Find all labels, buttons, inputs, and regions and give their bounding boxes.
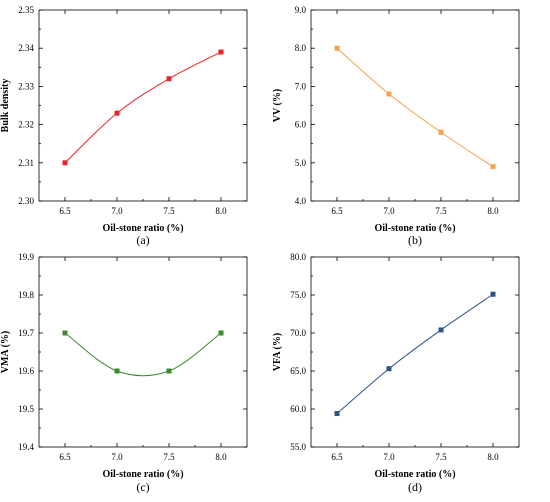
data-point: [438, 129, 444, 135]
x-tick-label: 7.5: [435, 206, 447, 216]
x-tick-label: 8.0: [487, 206, 499, 216]
y-axis-label: Bulk density: [0, 79, 11, 133]
plot-frame: [38, 256, 248, 448]
y-tick-label: 4.0: [295, 196, 307, 206]
y-tick-label: 65.0: [290, 366, 306, 376]
chart-panel-3: 19.4 19.5 19.6 19.7 19.8 19.9 6.5 7.0 7.5 8.0 Oil-…: [0, 252, 248, 494]
y-tick-label: 6.0: [295, 120, 307, 130]
data-point: [218, 49, 224, 55]
x-tick-label: 6.5: [331, 452, 343, 462]
y-tick-label: 75.0: [290, 290, 306, 300]
y-tick-label: 55.0: [290, 442, 306, 452]
data-point: [218, 330, 224, 336]
y-tick-label: 19.4: [18, 442, 34, 452]
x-tick-label: 7.5: [163, 206, 175, 216]
x-tick-label: 6.5: [331, 206, 343, 216]
x-tick-label: 8.0: [487, 452, 499, 462]
x-axis-label: Oil-stone ratio (%): [102, 223, 183, 234]
data-point: [334, 411, 340, 417]
x-axis-label: Oil-stone ratio (%): [374, 469, 455, 480]
data-point: [438, 327, 444, 333]
data-point: [62, 330, 68, 336]
x-tick-label: 7.0: [111, 452, 123, 462]
y-tick-label: 2.35: [18, 5, 34, 15]
y-tick-label: 60.0: [290, 404, 306, 414]
data-point: [490, 291, 496, 297]
y-tick-label: 19.5: [18, 404, 34, 414]
data-point: [386, 91, 392, 97]
y-tick-label: 19.7: [18, 328, 34, 338]
y-tick-label: 70.0: [290, 328, 306, 338]
data-point: [334, 45, 340, 51]
panel-label: (c): [136, 480, 149, 494]
data-point: [490, 164, 496, 170]
panel-label: (a): [136, 233, 149, 247]
data-point: [114, 110, 120, 116]
data-point: [386, 366, 392, 372]
x-axis-label: Oil-stone ratio (%): [374, 223, 455, 234]
data-point: [62, 160, 68, 166]
x-tick-label: 6.5: [59, 206, 71, 216]
plot-frame: [310, 9, 520, 202]
chart-panel-4: 55.0 60.0 65.0 70.0 75.0 80.0 6.5 7.0 7.5 8.0 Oil-…: [272, 252, 520, 494]
y-tick-label: 80.0: [290, 252, 306, 262]
x-tick-label: 7.5: [435, 452, 447, 462]
y-tick-label: 2.31: [18, 158, 34, 168]
x-tick-label: 7.0: [111, 206, 123, 216]
series-line: [64, 51, 222, 164]
series-line: [336, 293, 494, 414]
y-tick-label: 2.30: [18, 196, 34, 206]
y-axis-label: VV (%): [272, 89, 283, 122]
x-tick-label: 7.0: [383, 452, 395, 462]
y-tick-label: 8.0: [295, 43, 307, 53]
y-tick-label: 2.32: [18, 120, 34, 130]
plot-frame: [38, 9, 248, 202]
series-line: [64, 332, 222, 377]
y-tick-label: 9.0: [295, 5, 307, 15]
y-tick-label: 19.6: [18, 366, 34, 376]
x-tick-label: 7.5: [163, 452, 175, 462]
x-tick-label: 8.0: [215, 206, 227, 216]
y-tick-label: 2.33: [18, 81, 34, 91]
y-tick-label: 7.0: [295, 81, 307, 91]
x-tick-label: 7.0: [383, 206, 395, 216]
x-tick-label: 6.5: [59, 452, 71, 462]
y-tick-label: 19.9: [18, 252, 34, 262]
y-tick-label: 2.34: [18, 43, 34, 53]
series-line: [336, 47, 494, 168]
y-axis-label: VMA (%): [0, 331, 11, 374]
chart-panel-2: 4.0 5.0 6.0 7.0 8.0 9.0 6.5 7.0 7.5 8.0 Oil-stone …: [272, 5, 520, 247]
panel-label: (b): [408, 233, 422, 247]
plot-frame: [310, 256, 520, 448]
y-axis-label: VFA (%): [272, 333, 283, 371]
data-point: [166, 368, 172, 374]
data-point: [114, 368, 120, 374]
y-tick-label: 5.0: [295, 158, 307, 168]
panel-label: (d): [408, 480, 422, 494]
data-point: [166, 76, 172, 82]
chart-panel-1: 2.30 2.31 2.32 2.33 2.34 2.35 6.5 7.0 7.5 8.0 Oil-…: [0, 5, 248, 247]
x-tick-label: 8.0: [215, 452, 227, 462]
x-axis-label: Oil-stone ratio (%): [102, 469, 183, 480]
y-tick-label: 19.8: [18, 290, 34, 300]
